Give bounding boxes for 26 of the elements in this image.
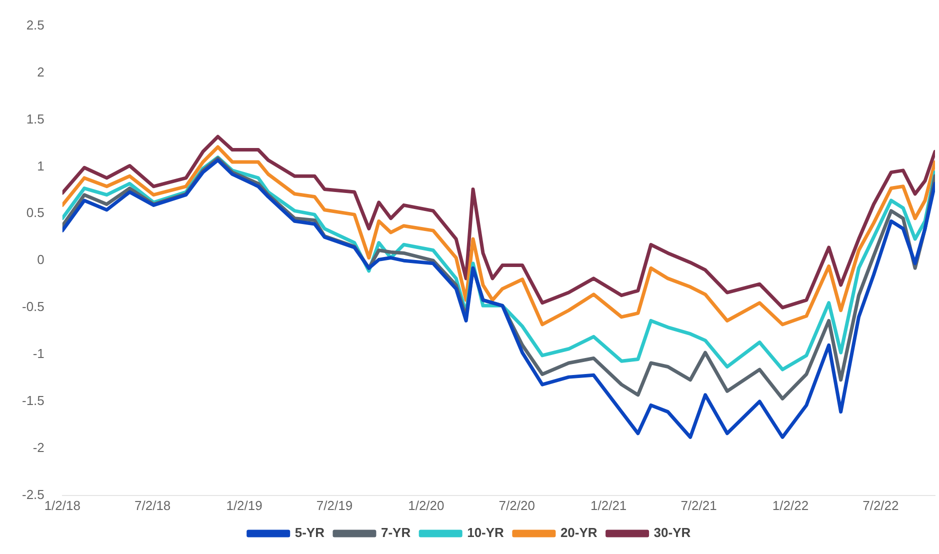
x-tick-label: 7/2/21 bbox=[680, 498, 717, 513]
x-tick-label: 1/2/22 bbox=[772, 498, 809, 513]
x-tick-label: 7/2/18 bbox=[134, 498, 171, 513]
x-tick-label: 1/2/20 bbox=[408, 498, 444, 513]
x-tick-label: 7/2/20 bbox=[498, 498, 535, 513]
y-tick-label: 2 bbox=[37, 64, 44, 80]
x-tick-label: 7/2/19 bbox=[316, 498, 353, 513]
y-tick-label: 2.5 bbox=[26, 17, 44, 32]
y-tick-label: -1 bbox=[32, 346, 44, 362]
y-tick-label: 0.5 bbox=[26, 205, 44, 220]
y-tick-label: 1 bbox=[37, 158, 44, 174]
y-tick-label: 1.5 bbox=[26, 111, 44, 126]
x-tick-label: 7/2/22 bbox=[862, 498, 899, 513]
legend-label: 20-YR bbox=[560, 525, 598, 540]
y-tick-label: -2.5 bbox=[22, 486, 44, 502]
x-tick-label: 1/2/21 bbox=[590, 498, 627, 513]
y-tick-label: 0 bbox=[37, 252, 44, 268]
legend-label: 30-YR bbox=[654, 525, 692, 540]
legend-label: 10-YR bbox=[467, 525, 505, 540]
legend-label: 5-YR bbox=[294, 525, 326, 540]
legend-label: 7-YR bbox=[380, 525, 412, 540]
x-tick-label: 1/2/19 bbox=[226, 498, 262, 513]
y-tick-label: -2 bbox=[32, 440, 44, 456]
y-tick-label: -1.5 bbox=[22, 393, 44, 408]
y-tick-label: -0.5 bbox=[22, 299, 44, 314]
x-tick-label: 1/2/18 bbox=[44, 498, 80, 513]
